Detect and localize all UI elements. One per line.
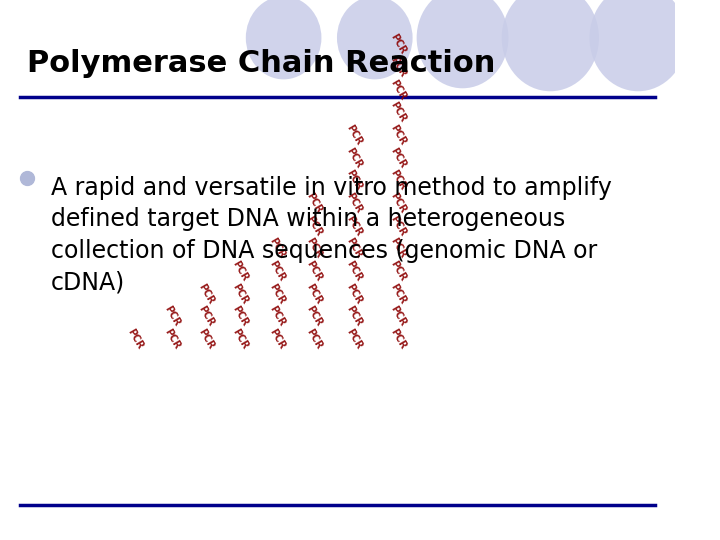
- Text: PCR: PCR: [305, 327, 324, 351]
- Text: PCR: PCR: [345, 123, 364, 147]
- Text: PCR: PCR: [389, 78, 408, 102]
- Text: PCR: PCR: [305, 305, 324, 328]
- Text: PCR: PCR: [389, 237, 408, 260]
- Text: PCR: PCR: [305, 237, 324, 260]
- Text: PCR: PCR: [305, 282, 324, 306]
- Text: PCR: PCR: [345, 305, 364, 328]
- Text: PCR: PCR: [345, 327, 364, 351]
- Text: PCR: PCR: [125, 327, 145, 351]
- Text: PCR: PCR: [267, 305, 287, 328]
- Text: PCR: PCR: [267, 282, 287, 306]
- Text: PCR: PCR: [345, 146, 364, 170]
- Text: PCR: PCR: [163, 305, 182, 328]
- Text: PCR: PCR: [389, 305, 408, 328]
- Text: PCR: PCR: [389, 282, 408, 306]
- Text: Polymerase Chain Reaction: Polymerase Chain Reaction: [27, 49, 495, 78]
- Text: PCR: PCR: [389, 100, 408, 124]
- Ellipse shape: [246, 0, 321, 79]
- Text: PCR: PCR: [267, 327, 287, 351]
- Text: PCR: PCR: [163, 327, 182, 351]
- Text: PCR: PCR: [389, 32, 408, 56]
- Text: PCR: PCR: [345, 191, 364, 215]
- Ellipse shape: [417, 0, 508, 88]
- Text: PCR: PCR: [389, 259, 408, 283]
- Text: PCR: PCR: [389, 214, 408, 238]
- Text: PCR: PCR: [305, 214, 324, 238]
- Text: A rapid and versatile in vitro method to amplify
defined target DNA within a het: A rapid and versatile in vitro method to…: [50, 176, 611, 294]
- Text: PCR: PCR: [230, 327, 250, 351]
- Text: PCR: PCR: [267, 259, 287, 283]
- Text: PCR: PCR: [345, 168, 364, 192]
- Ellipse shape: [502, 0, 599, 91]
- Ellipse shape: [337, 0, 413, 79]
- Text: PCR: PCR: [267, 237, 287, 260]
- Text: PCR: PCR: [345, 259, 364, 283]
- Text: PCR: PCR: [389, 168, 408, 192]
- Text: PCR: PCR: [230, 259, 250, 283]
- Text: PCR: PCR: [196, 282, 216, 306]
- Text: PCR: PCR: [345, 237, 364, 260]
- Text: PCR: PCR: [389, 123, 408, 147]
- Text: PCR: PCR: [345, 282, 364, 306]
- Text: PCR: PCR: [196, 305, 216, 328]
- Text: PCR: PCR: [389, 327, 408, 351]
- Text: PCR: PCR: [389, 191, 408, 215]
- Text: PCR: PCR: [230, 305, 250, 328]
- Text: PCR: PCR: [196, 327, 216, 351]
- Ellipse shape: [590, 0, 687, 91]
- Text: PCR: PCR: [305, 191, 324, 215]
- Text: PCR: PCR: [389, 146, 408, 170]
- Text: PCR: PCR: [305, 259, 324, 283]
- Text: PCR: PCR: [345, 214, 364, 238]
- Text: PCR: PCR: [389, 55, 408, 79]
- Text: PCR: PCR: [230, 282, 250, 306]
